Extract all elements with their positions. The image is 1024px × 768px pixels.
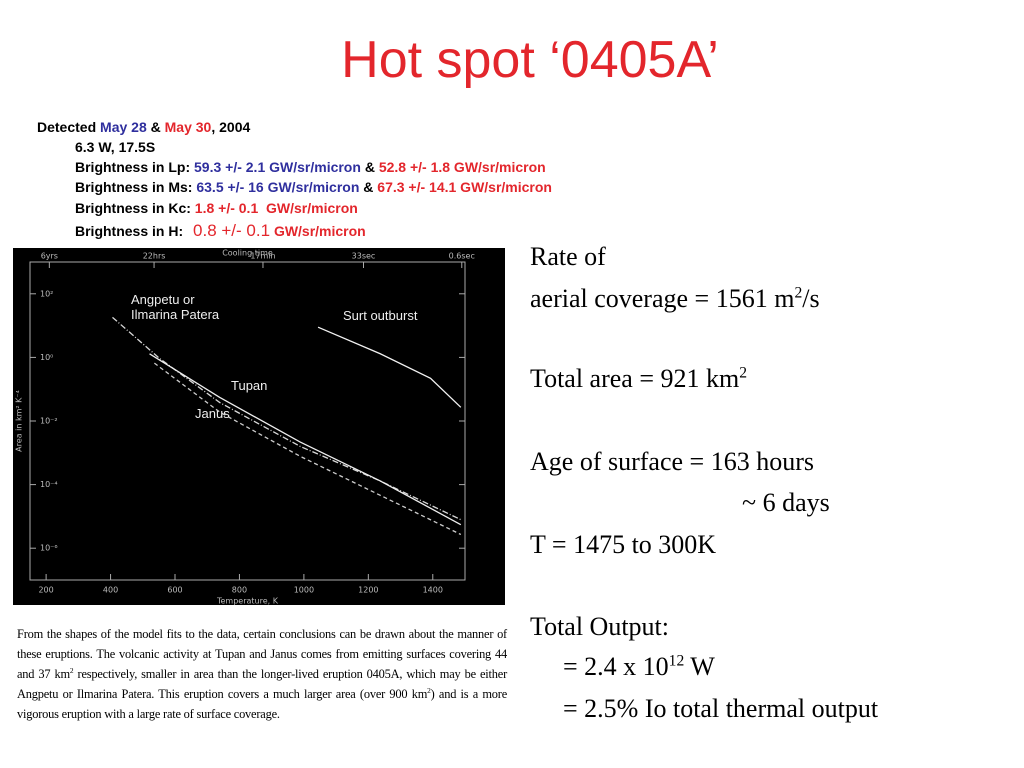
superscript: 2 [427,685,431,695]
series-line [149,353,462,526]
text: = 2.5% Io total thermal output [563,694,879,723]
label: Brightness in Kc: [75,200,191,216]
location: 6.3 W, 17.5S [75,139,156,155]
x-tick-label: 800 [232,586,247,595]
superscript: 12 [668,652,685,670]
text: = 2.4 x 10 [563,652,669,681]
top-tick-label: 0.6sec [449,252,475,261]
text: From the shapes of the model fits to the… [17,627,507,681]
superscript: 2 [739,364,748,382]
plot: 200 400 600 800 1000 1200 1400 10² 10⁰ 10⁻² 10⁻⁴ 10… [15,249,475,606]
x-tick-label: 400 [103,586,118,595]
text: Total area = 921 km2 [530,364,747,394]
top-tick-label: 22hrs [143,252,166,261]
text: ~ 6 days [742,488,830,517]
brightness-line: Brightness in Kc: 1.8 +/- 0.1 GW/sr/micr… [75,200,358,216]
series-label: Janus [195,406,230,421]
x-tick-label: 600 [167,586,182,595]
superscript: 2 [794,284,803,302]
value: 63.5 +/- 16 GW/sr/micron [196,179,360,195]
y-tick-label: 10⁰ [40,353,53,362]
value: 59.3 +/- 2.1 GW/sr/micron [194,159,361,175]
series-label: Angpetu or Ilmarina Patera [131,292,220,322]
label: Brightness in Ms: [75,179,193,195]
x-label: Temperature, K [216,597,279,606]
value: 67.3 +/- 14.1 GW/sr/micron [377,179,552,195]
text: aerial coverage = 1561 m [530,284,795,313]
text: & [363,179,374,195]
x2-label: Cooling time [222,249,273,258]
slide-title: Hot spot ‘0405A’ [341,31,719,89]
y-tick-label: 10² [40,289,53,298]
caption: From the shapes of the model fits to the… [17,624,507,724]
text: W [684,652,715,681]
x-tick-label: 1000 [294,586,314,595]
x-tick-label: 1400 [423,586,443,595]
text: aerial coverage = 1561 m2/s [530,284,820,314]
unit: GW/sr/micron [273,223,366,239]
x-tick-label: 200 [38,586,53,595]
value: 52.8 +/- 1.8 GW/sr/micron [378,159,546,175]
top-tick-label: 6yrs [41,252,58,261]
series-label: Surt outburst [343,308,418,323]
value: 1.8 +/- 0.1 GW/sr/micron [194,200,358,216]
date: May 28 [100,119,147,135]
text: = 2.4 x 1012 W [563,652,715,682]
text: & [150,119,161,135]
series-label: Tupan [231,378,268,393]
text: , 2004 [211,119,251,135]
y-tick-label: 10⁻² [40,417,58,426]
value: 0.8 +/- 0.1 [193,221,271,240]
text: Total area = 921 km [530,364,740,393]
text: ) and is a more vigorous eruption with a… [17,687,507,721]
label: Brightness in Lp: [75,159,191,175]
top-tick-label: 33sec [352,252,376,261]
text: respectively, smaller in area than the l… [17,667,508,701]
y-tick-label: 10⁻⁶ [40,544,58,553]
y-label: Area in km² K⁻⁴ [15,390,24,452]
y-tick-label: 10⁻⁴ [40,480,58,489]
text: & [364,159,375,175]
x-tick-label: 1200 [358,586,378,595]
label: Brightness in H: [75,223,184,239]
text: Age of surface = 163 hours [530,447,814,476]
top-tick-label: 17min [250,252,275,261]
text: Detected [37,119,97,135]
figure: 200 400 600 800 1000 1200 1400 10² 10⁰ 10⁻² 10⁻⁴ 10… [13,248,505,606]
series-line [317,326,462,408]
text: T = 1475 to 300K [530,530,717,559]
detection-line: Detected May 28 & May 30, 2004 [37,119,250,135]
date: May 30 [164,119,212,135]
brightness-line: Brightness in H: 0.8 +/- 0.1 GW/sr/micro… [75,221,366,241]
text: Total Output: [530,612,670,641]
text: Rate of [530,242,606,271]
brightness-line: Brightness in Lp: 59.3 +/- 2.1 GW/sr/mic… [75,159,546,175]
brightness-line: Brightness in Ms: 63.5 +/- 16 GW/sr/micr… [75,179,552,195]
series-line [112,316,462,521]
text: /s [802,284,820,313]
superscript: 2 [69,665,74,675]
